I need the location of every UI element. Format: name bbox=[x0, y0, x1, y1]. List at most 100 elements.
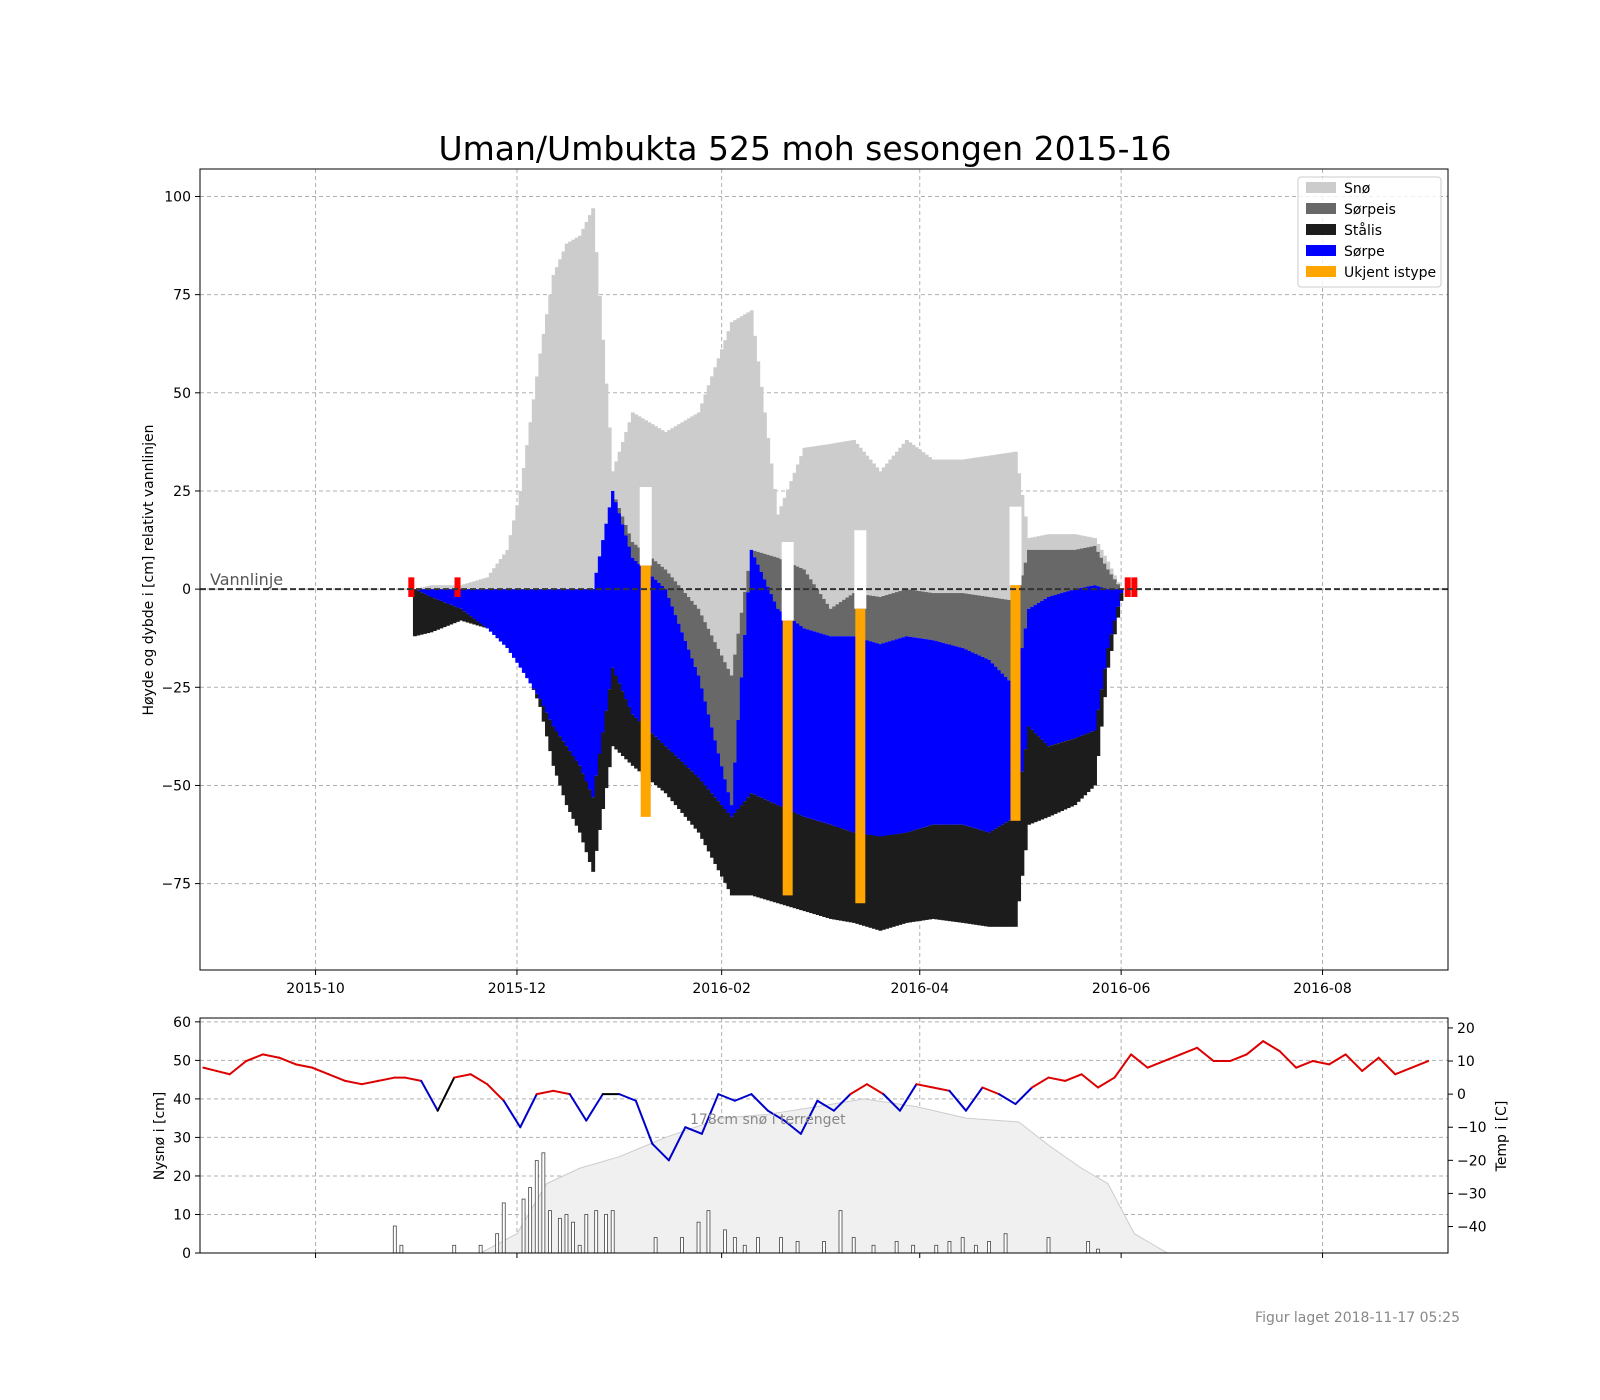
snow-column bbox=[997, 454, 1002, 599]
snow-column bbox=[987, 455, 992, 597]
new-snow-bar bbox=[822, 1241, 826, 1254]
slush-ice-column bbox=[848, 595, 853, 637]
slush-column bbox=[660, 585, 665, 744]
slush-column bbox=[1093, 585, 1097, 731]
slush-ice-column bbox=[1023, 562, 1028, 629]
slush-column bbox=[508, 589, 513, 653]
legend-swatch bbox=[1306, 266, 1336, 277]
slush-ice-column bbox=[1116, 584, 1121, 590]
slush-ice-column bbox=[614, 499, 619, 503]
slush-ice-column bbox=[792, 565, 797, 622]
slush-column bbox=[561, 589, 566, 742]
slush-ice-column bbox=[680, 589, 685, 633]
y2-tick-label: −20 bbox=[1457, 1153, 1487, 1169]
snow-column bbox=[653, 426, 658, 562]
slush-column bbox=[871, 642, 876, 836]
slush-column bbox=[828, 636, 833, 825]
slush-ice-column bbox=[1003, 599, 1008, 677]
legend-swatch bbox=[1306, 182, 1336, 193]
weather-left-axis: 0 10 20 30 40 50 60 bbox=[173, 1015, 200, 1262]
slush-ice-column bbox=[838, 602, 843, 637]
black-ice-column bbox=[1050, 745, 1055, 816]
black-ice-column bbox=[574, 760, 579, 826]
slush-column bbox=[1073, 589, 1078, 739]
snow-column bbox=[835, 442, 840, 605]
black-ice-column bbox=[535, 693, 540, 699]
snow-column bbox=[558, 259, 563, 590]
snow-column bbox=[650, 424, 655, 559]
open-water-marker bbox=[1131, 577, 1138, 597]
slush-ice-column bbox=[947, 593, 952, 645]
snow-column bbox=[914, 447, 919, 591]
black-ice-column bbox=[614, 675, 619, 750]
slush-ice-column bbox=[825, 603, 830, 636]
slush-ice-column bbox=[881, 596, 886, 644]
new-snow-bar bbox=[987, 1241, 991, 1254]
legend: Snø Sørpeis Stålis Sørpe Ukjent istype bbox=[1297, 176, 1442, 288]
slush-ice-column bbox=[987, 596, 992, 660]
temperature-segment bbox=[420, 1079, 439, 1112]
slush-column bbox=[673, 615, 678, 756]
black-ice-column bbox=[802, 816, 807, 912]
y-tick-label: 60 bbox=[173, 1015, 191, 1031]
black-ice-column bbox=[954, 824, 959, 923]
black-ice-column bbox=[436, 599, 440, 630]
x-tick-label: 2015-10 bbox=[286, 981, 345, 997]
slush-column bbox=[541, 589, 546, 706]
black-ice-column bbox=[710, 793, 714, 858]
snow-column bbox=[574, 237, 579, 590]
slush-column bbox=[538, 589, 543, 700]
snow-column bbox=[640, 418, 645, 551]
slush-ice-column bbox=[673, 581, 678, 616]
black-ice-column bbox=[482, 625, 487, 628]
slush-column bbox=[914, 637, 919, 830]
new-snow-bar bbox=[838, 1210, 843, 1254]
new-snow-bar bbox=[452, 1244, 457, 1254]
slush-column bbox=[1086, 586, 1091, 734]
snow-column bbox=[984, 456, 989, 597]
snow-column bbox=[670, 428, 675, 578]
new-snow-bar bbox=[947, 1241, 952, 1254]
snow-column bbox=[432, 585, 437, 590]
slush-ice-column bbox=[961, 593, 965, 649]
slush-column bbox=[422, 589, 427, 594]
snow-column bbox=[947, 459, 952, 594]
snow-column bbox=[429, 585, 434, 590]
slush-ice-column bbox=[690, 600, 695, 659]
slush-column bbox=[452, 589, 457, 607]
black-ice-column bbox=[591, 797, 596, 872]
black-ice-column bbox=[706, 789, 711, 852]
snow-column bbox=[1109, 568, 1114, 575]
x-tick-label: 2015-12 bbox=[488, 981, 547, 997]
snow-column bbox=[974, 457, 979, 596]
slush-ice-column bbox=[1000, 598, 1005, 674]
slush-column bbox=[980, 656, 985, 831]
slush-column bbox=[937, 641, 942, 825]
black-ice-column bbox=[987, 832, 992, 927]
snow-column bbox=[743, 314, 748, 592]
temperature-segment bbox=[964, 1086, 984, 1112]
slush-ice-column bbox=[634, 544, 639, 561]
snow-column bbox=[512, 520, 516, 590]
new-snow-bar bbox=[521, 1198, 526, 1254]
slush-column bbox=[482, 589, 487, 626]
slush-column bbox=[611, 490, 615, 668]
snow-column bbox=[495, 563, 500, 590]
snow-column bbox=[1093, 538, 1097, 546]
slush-column bbox=[1060, 593, 1064, 743]
y-tick-label: 10 bbox=[173, 1207, 191, 1223]
slush-column bbox=[726, 792, 731, 813]
snow-column bbox=[951, 459, 956, 594]
slush-column bbox=[908, 636, 913, 832]
black-ice-column bbox=[1046, 746, 1051, 817]
snow-column bbox=[545, 314, 549, 590]
slush-ice-column bbox=[901, 590, 906, 638]
temperature-segment bbox=[717, 1093, 736, 1102]
snow-column bbox=[815, 445, 820, 590]
snow-column bbox=[634, 414, 639, 545]
temperature-segment bbox=[261, 1053, 281, 1059]
black-ice-column bbox=[809, 818, 814, 914]
black-ice-column bbox=[683, 765, 688, 817]
snow-column bbox=[901, 443, 906, 591]
snow-column bbox=[729, 322, 734, 676]
